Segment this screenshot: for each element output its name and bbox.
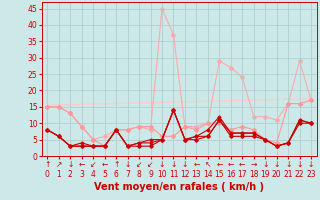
X-axis label: Vent moyen/en rafales ( km/h ): Vent moyen/en rafales ( km/h ) xyxy=(94,182,264,192)
